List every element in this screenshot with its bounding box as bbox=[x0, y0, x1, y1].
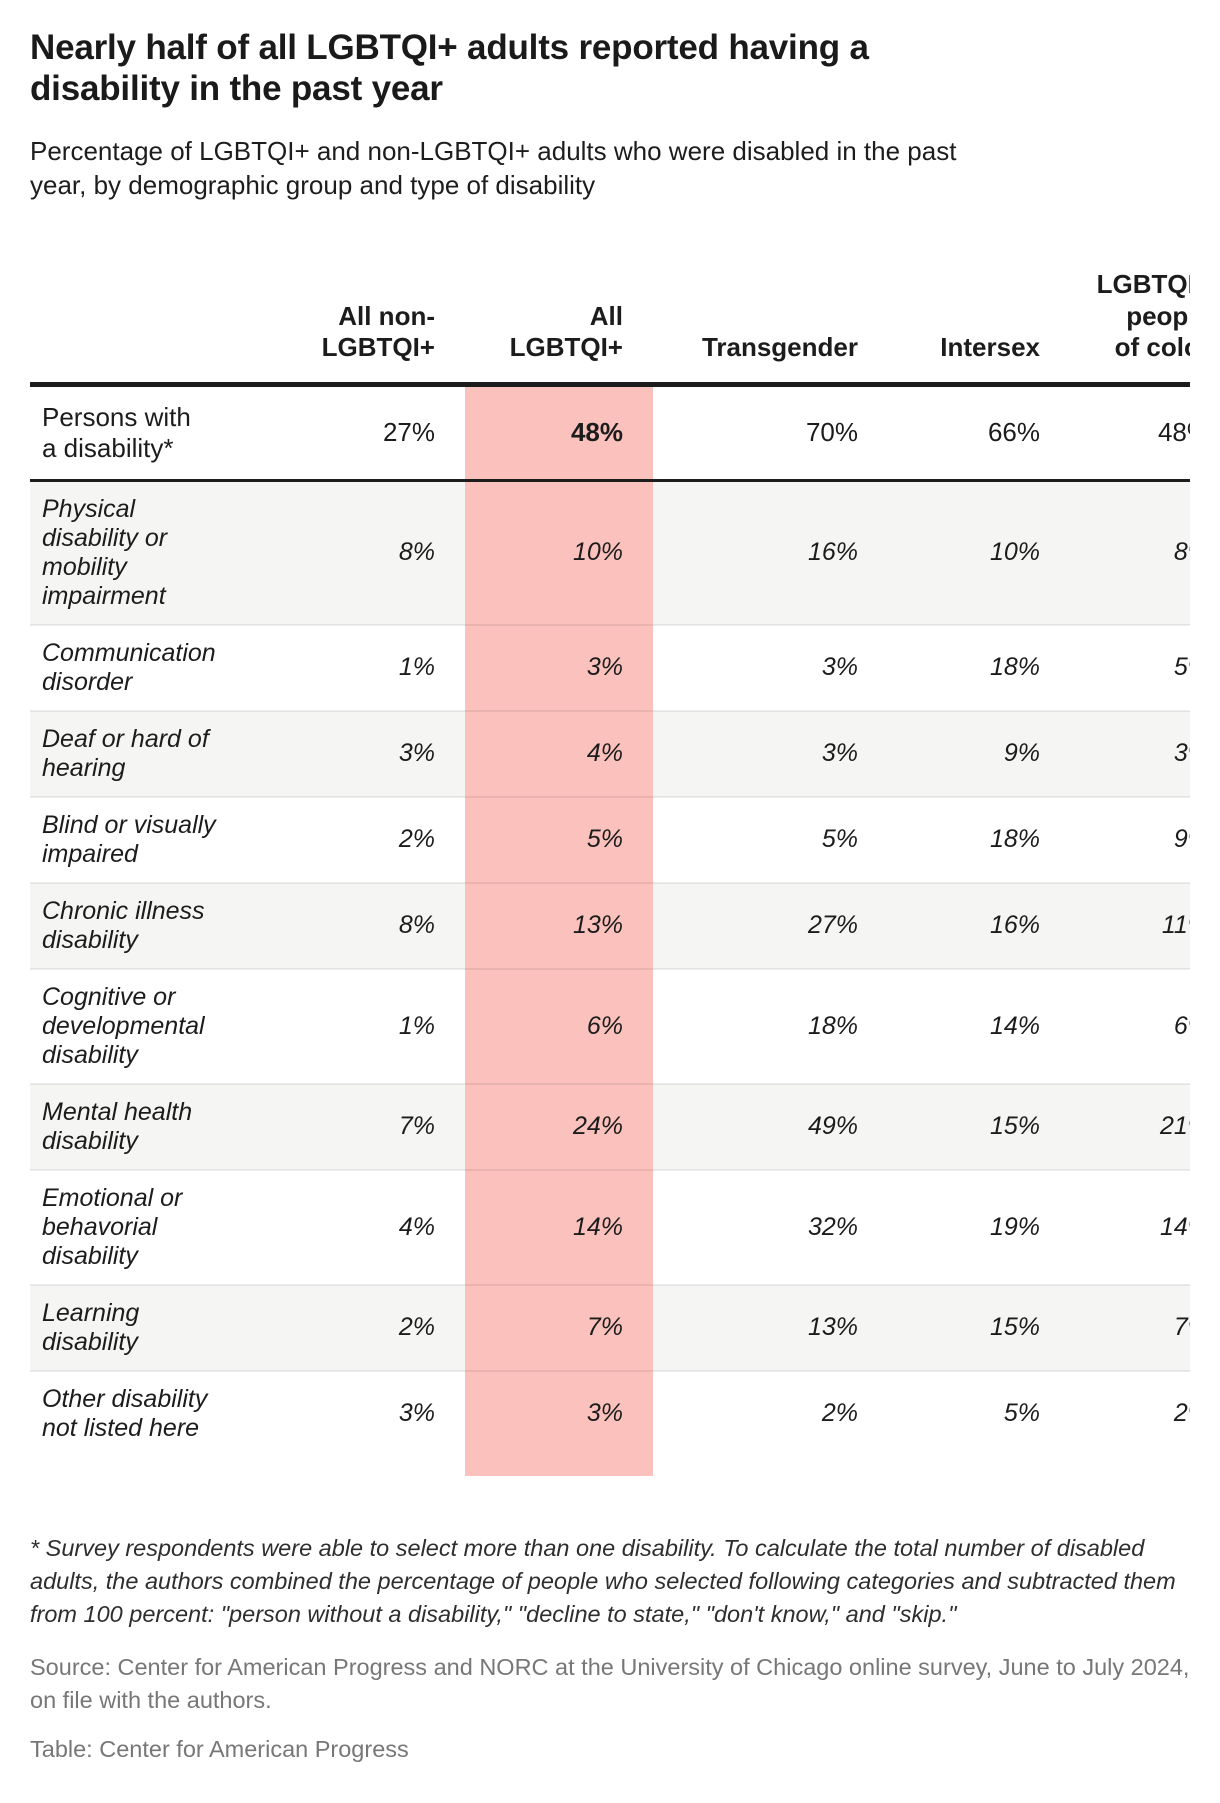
cell-value: 1% bbox=[250, 623, 465, 711]
row-label: Emotional or behavorial disability bbox=[30, 1168, 250, 1285]
cell-value: 18% bbox=[888, 795, 1070, 883]
row-label: Other disability not listed here bbox=[30, 1369, 250, 1456]
row-label: Learning disability bbox=[30, 1283, 250, 1371]
cell-value: 27% bbox=[653, 881, 888, 969]
table-scroll-container: All non- LGBTQI+ All LGBTQI+ Transgender… bbox=[30, 238, 1190, 1476]
highlighted-cell-value: 6% bbox=[465, 967, 653, 1084]
cell-value: 5% bbox=[1070, 623, 1190, 711]
highlight-column-tail bbox=[30, 1455, 1190, 1476]
cell-value: 3% bbox=[1070, 709, 1190, 797]
cell-value: 3% bbox=[250, 709, 465, 797]
cell-value: 9% bbox=[888, 709, 1070, 797]
table-row-learning-disability: Learning disability 2% 7% 13% 15% 7% bbox=[30, 1283, 1190, 1371]
cell-value: 16% bbox=[807, 538, 858, 567]
row-label: Cognitive or developmental disability bbox=[30, 967, 250, 1084]
cell-value: 21% bbox=[1070, 1082, 1190, 1170]
cell-value: 2% bbox=[250, 1283, 465, 1371]
column-header-transgender: Transgender bbox=[653, 238, 888, 387]
table-row-persons-with-disability: Persons with a disability* 27% 48% 70% 6… bbox=[30, 384, 1190, 482]
highlight-tail-cell bbox=[465, 1455, 653, 1476]
cell-value: 1% bbox=[250, 967, 465, 1084]
cell-value: 6% bbox=[1070, 967, 1190, 1084]
column-header-lgbtqi-people-of-color: LGBTQI+ people of color bbox=[1070, 238, 1190, 387]
row-label: Mental health disability bbox=[30, 1082, 250, 1170]
highlighted-cell-value: 3% bbox=[465, 623, 653, 711]
cell-value: 5% bbox=[653, 795, 888, 883]
page-subtitle: Percentage of LGBTQI+ and non-LGBTQI+ ad… bbox=[30, 136, 957, 200]
cell-value: 48% bbox=[1070, 384, 1190, 482]
cell-value: 14% bbox=[888, 967, 1070, 1084]
cell-value: 7% bbox=[250, 1082, 465, 1170]
table-row-other-disability: Other disability not listed here 3% 3% 2… bbox=[30, 1369, 1190, 1456]
cell-value: 3% bbox=[653, 709, 888, 797]
highlighted-cell-value: 3% bbox=[465, 1369, 653, 1456]
row-label: Chronic illness disability bbox=[30, 881, 250, 969]
highlighted-cell-value: 48% bbox=[465, 384, 653, 482]
cell-value: 10% bbox=[989, 538, 1040, 567]
column-header-all-non-lgbtqi: All non- LGBTQI+ bbox=[250, 238, 465, 387]
table-row-chronic-illness: Chronic illness disability 8% 13% 27% 16… bbox=[30, 881, 1190, 969]
row-label: Communication disorder bbox=[30, 623, 250, 711]
cell-value: 18% bbox=[653, 967, 888, 1084]
cell-value: 4% bbox=[250, 1168, 465, 1285]
cell-value: 13% bbox=[653, 1283, 888, 1371]
highlighted-cell-value: 24% bbox=[465, 1082, 653, 1170]
source-note: Source: Center for American Progress and… bbox=[30, 1653, 1190, 1713]
highlighted-cell-value: 14% bbox=[465, 1168, 653, 1285]
row-label: Physical disability or mobility impairme… bbox=[42, 494, 168, 610]
cell-value: 14% bbox=[1070, 1168, 1190, 1285]
table-row-emotional-behavorial: Emotional or behavorial disability 4% 14… bbox=[30, 1168, 1190, 1285]
cell-value: 8% bbox=[1173, 538, 1190, 567]
cell-value: 49% bbox=[653, 1082, 888, 1170]
header-row: All non- LGBTQI+ All LGBTQI+ Transgender… bbox=[30, 238, 1190, 387]
cell-value: 27% bbox=[250, 384, 465, 482]
page-title: Nearly half of all LGBTQI+ adults report… bbox=[30, 28, 869, 108]
cell-value: 19% bbox=[888, 1168, 1070, 1285]
highlighted-cell-value: 5% bbox=[465, 795, 653, 883]
cell-value: 15% bbox=[888, 1283, 1070, 1371]
table-row-mental-health: Mental health disability 7% 24% 49% 15% … bbox=[30, 1082, 1190, 1170]
cell-value: 2% bbox=[653, 1369, 888, 1456]
table-row-physical-disability: Physical disability or mobility impairme… bbox=[30, 480, 1190, 625]
cell-value: 66% bbox=[888, 384, 1070, 482]
table-body: Persons with a disability* 27% 48% 70% 6… bbox=[30, 384, 1190, 1476]
column-header-all-lgbtqi: All LGBTQI+ bbox=[465, 238, 653, 387]
table-row-cognitive-developmental: Cognitive or developmental disability 1%… bbox=[30, 967, 1190, 1084]
table-row-blind-visually-impaired: Blind or visually impaired 2% 5% 5% 18% … bbox=[30, 795, 1190, 883]
cell-value: 7% bbox=[1070, 1283, 1190, 1371]
cell-value: 70% bbox=[653, 384, 888, 482]
row-label: Deaf or hard of hearing bbox=[30, 709, 250, 797]
highlighted-cell-value: 10% bbox=[465, 480, 653, 625]
column-header-intersex: Intersex bbox=[888, 238, 1070, 387]
cell-value: 18% bbox=[888, 623, 1070, 711]
row-label: Persons with a disability* bbox=[30, 384, 250, 482]
row-label: Blind or visually impaired bbox=[30, 795, 250, 883]
cell-value: 3% bbox=[653, 623, 888, 711]
column-header-empty bbox=[30, 238, 250, 387]
cell-value: 5% bbox=[888, 1369, 1070, 1456]
table-credit: Table: Center for American Progress bbox=[30, 1736, 409, 1763]
highlighted-cell-value: 4% bbox=[465, 709, 653, 797]
cell-value: 2% bbox=[1070, 1369, 1190, 1456]
data-table: All non- LGBTQI+ All LGBTQI+ Transgender… bbox=[30, 238, 1190, 1476]
cell-value: 9% bbox=[1070, 795, 1190, 883]
table-row-communication-disorder: Communication disorder 1% 3% 3% 18% 5% bbox=[30, 623, 1190, 711]
cell-value: 8% bbox=[250, 881, 465, 969]
cell-value: 16% bbox=[888, 881, 1070, 969]
cell-value: 8% bbox=[398, 538, 435, 567]
footnote: * Survey respondents were able to select… bbox=[30, 1534, 1176, 1627]
table-header: All non- LGBTQI+ All LGBTQI+ Transgender… bbox=[30, 238, 1190, 387]
cell-value: 11% bbox=[1070, 881, 1190, 969]
highlighted-cell-value: 13% bbox=[465, 881, 653, 969]
cell-value: 2% bbox=[250, 795, 465, 883]
highlighted-cell-value: 7% bbox=[465, 1283, 653, 1371]
cell-value: 15% bbox=[888, 1082, 1070, 1170]
table-row-deaf-hard-of-hearing: Deaf or hard of hearing 3% 4% 3% 9% 3% bbox=[30, 709, 1190, 797]
cell-value: 32% bbox=[653, 1168, 888, 1285]
cell-value: 3% bbox=[250, 1369, 465, 1456]
